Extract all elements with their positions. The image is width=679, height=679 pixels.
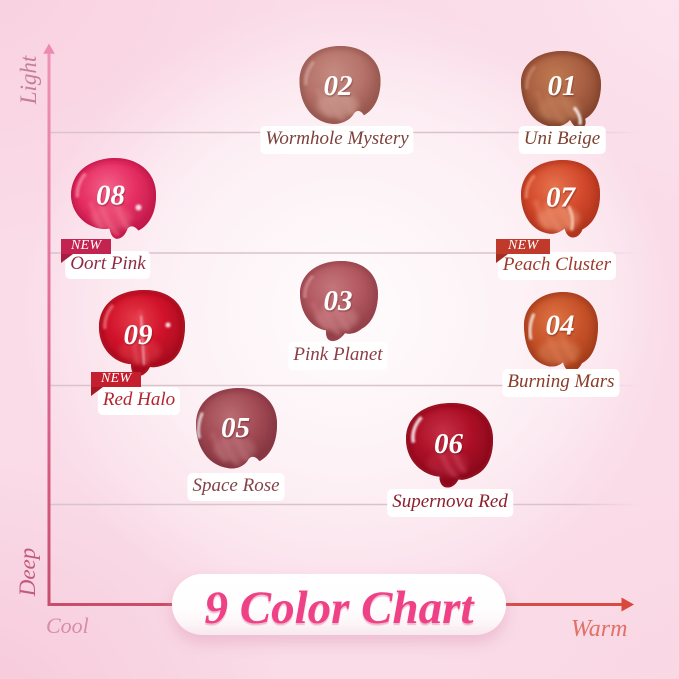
svg-text:05: 05	[221, 412, 250, 444]
svg-text:04: 04	[546, 310, 575, 342]
svg-text:01: 01	[548, 70, 577, 102]
svg-text:02: 02	[324, 70, 353, 102]
svg-text:09: 09	[124, 319, 153, 351]
svg-text:08: 08	[96, 180, 126, 212]
svg-text:06: 06	[434, 428, 464, 460]
svg-text:03: 03	[324, 285, 353, 317]
svg-text:07: 07	[546, 182, 577, 214]
